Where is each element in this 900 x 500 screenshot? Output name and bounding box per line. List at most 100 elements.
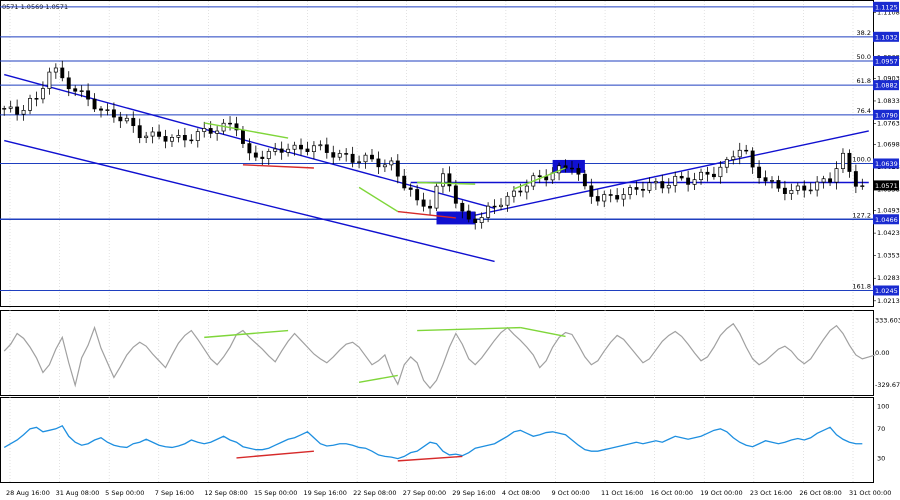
candle-body — [453, 185, 458, 204]
candle-body — [170, 137, 174, 142]
candle-body — [357, 161, 362, 163]
time-axis-label: 31 Aug 08:00 — [56, 489, 100, 497]
price-tick-label: 1.0353 — [877, 252, 900, 260]
trend-channels — [4, 73, 869, 263]
candle-body — [34, 98, 39, 100]
candle-body — [499, 204, 503, 207]
candle-body — [28, 98, 32, 111]
candle-body — [66, 77, 71, 90]
cci-divergence-line — [520, 326, 566, 338]
candle-body — [286, 148, 291, 153]
candle-body — [382, 164, 387, 168]
cci-axis-label: -329.675 — [875, 381, 900, 389]
candle-body — [99, 108, 103, 111]
candle-body — [2, 108, 7, 110]
candle-body — [79, 90, 84, 92]
fib-level-pct: 100.0 — [852, 155, 871, 163]
fib-price-tag-label: 1.0957 — [875, 57, 898, 65]
candle-body — [653, 181, 658, 184]
candle-body — [789, 190, 794, 194]
fib-price-tag-label: 1.0639 — [875, 160, 898, 168]
time-axis-label: 7 Sep 16:00 — [155, 489, 194, 497]
candle-body — [660, 181, 665, 189]
candle-body — [795, 185, 800, 191]
fib-price-tag-label: 1.1032 — [875, 33, 898, 41]
time-axis-label: 22 Sep 08:00 — [353, 489, 396, 497]
candle-body — [647, 182, 652, 191]
candle-body — [518, 190, 523, 193]
price-tick-label: 1.0493 — [877, 207, 900, 215]
candle-body — [492, 205, 497, 208]
candle-body — [15, 106, 20, 115]
price-tick-label: 1.0833 — [877, 97, 900, 105]
rsi-axis-label: 30 — [877, 455, 885, 463]
candle-body — [679, 175, 684, 179]
candle-body — [666, 185, 671, 189]
candle-body — [73, 88, 78, 92]
time-axis-label: 19 Sep 16:00 — [304, 489, 347, 497]
time-axis-label: 29 Sep 16:00 — [452, 489, 495, 497]
price-tick-label: 1.0903 — [877, 74, 900, 82]
candle-body — [802, 185, 807, 191]
time-axis-label: 26 Oct 08:00 — [799, 489, 841, 497]
candle-body — [350, 153, 355, 163]
candle-body — [163, 136, 168, 142]
candle-body — [337, 153, 342, 158]
time-axis-label: 28 Aug 16:00 — [6, 489, 50, 497]
candle-body — [460, 202, 465, 212]
divergence-line — [513, 167, 566, 190]
candle-body — [595, 196, 600, 202]
fib-price-tag-label: 1.0882 — [875, 82, 898, 90]
candle-body — [402, 175, 407, 189]
candle-body — [589, 185, 594, 197]
time-axis-label: 19 Oct 00:00 — [700, 489, 742, 497]
candle-body — [144, 135, 149, 139]
candle-body — [176, 135, 181, 138]
fib-price-tag — [873, 80, 899, 91]
candle-body — [137, 125, 142, 139]
fib-price-tag — [873, 214, 899, 225]
fib-price-tag — [873, 55, 899, 66]
candle-body — [292, 144, 297, 150]
candle-body — [189, 139, 194, 142]
current-price-label: 1.0571 — [875, 182, 898, 190]
candle-body — [441, 173, 445, 187]
candle-body — [544, 176, 549, 181]
fib-price-tag — [873, 109, 899, 120]
candle-body — [763, 177, 768, 182]
fib-level-pct: 50.0 — [857, 53, 871, 61]
candle-body — [808, 189, 813, 192]
rsi-line — [3, 425, 863, 460]
rsi-panel-frame — [0, 397, 874, 483]
candle-body — [53, 67, 58, 73]
divergence-line — [397, 210, 456, 219]
candle-body — [834, 168, 839, 183]
candle-body — [408, 187, 413, 190]
candle-body — [195, 131, 200, 141]
candle-body — [770, 180, 774, 182]
candle-body — [582, 173, 587, 187]
candle-body — [311, 145, 316, 152]
candle-body — [305, 148, 310, 152]
candle-body — [376, 158, 381, 168]
fib-level-pct: 38.2 — [857, 29, 871, 37]
candle-body — [60, 67, 65, 79]
current-price-tag — [873, 180, 899, 191]
candle-body — [718, 166, 723, 178]
cci-line — [3, 322, 876, 390]
time-axis-label: 15 Sep 00:00 — [254, 489, 297, 497]
candle-body — [299, 144, 303, 150]
fib-level-pct: 161.8 — [852, 282, 871, 290]
candle-body — [853, 171, 858, 187]
candle-body — [47, 71, 52, 89]
candle-body — [473, 218, 478, 223]
candle-body — [363, 154, 368, 163]
candle-body — [731, 156, 736, 160]
candle-body — [260, 156, 265, 159]
candle-body — [228, 122, 232, 125]
candle-body — [202, 128, 207, 132]
candle-body — [602, 194, 607, 202]
fib-price-tag — [873, 158, 899, 169]
candle-body — [505, 195, 510, 206]
price-tick-label: 1.0698 — [877, 140, 900, 148]
